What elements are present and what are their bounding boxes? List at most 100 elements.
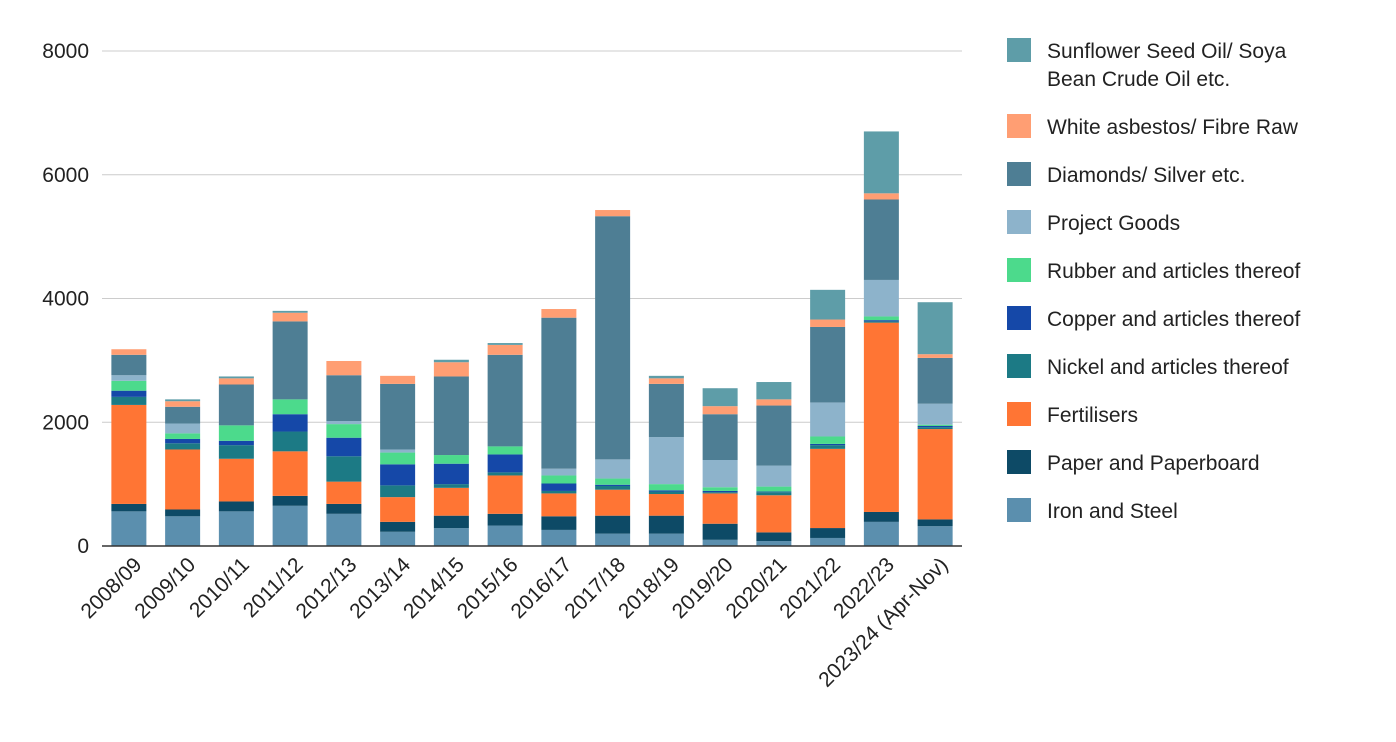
bar-segment: [380, 531, 416, 546]
legend-swatch: [1007, 162, 1031, 186]
bar-segment: [165, 449, 201, 510]
bar-segment: [756, 532, 792, 542]
bar-segment: [810, 443, 846, 446]
bar-segment: [326, 421, 362, 425]
bar-segment: [326, 513, 362, 546]
bar-segment: [218, 511, 254, 546]
bar-segment: [326, 424, 362, 438]
bar-segment: [272, 451, 308, 496]
bar-segment: [272, 399, 308, 415]
legend-swatch: [1007, 306, 1031, 330]
bar-segment: [326, 437, 362, 457]
bar-segment: [595, 515, 631, 534]
bar-segment: [487, 354, 523, 447]
bar-stack: [648, 375, 684, 546]
bar-segment: [165, 401, 201, 407]
bar-segment: [863, 321, 899, 323]
bar-segment: [702, 493, 738, 524]
y-tick-label: 4000: [42, 288, 89, 311]
bar-segment: [218, 425, 254, 441]
bar-segment: [541, 529, 577, 546]
legend-item: Paper and Paperboard: [1007, 450, 1260, 475]
bar-segment: [433, 484, 469, 488]
bar-segment: [433, 359, 469, 363]
bar-segment: [218, 458, 254, 502]
bar-segment: [433, 376, 469, 456]
bar-segment: [218, 501, 254, 512]
bar-segment: [326, 360, 362, 376]
bar-segment: [165, 433, 201, 439]
y-tick-label: 6000: [42, 164, 89, 187]
bar-segment: [541, 493, 577, 517]
legend-item: Iron and Steel: [1007, 498, 1178, 523]
bar-segment: [810, 448, 846, 529]
bar-stack: [165, 399, 201, 546]
x-axis-tick-labels: 2008/092009/102010/112011/122012/132013/…: [76, 553, 952, 692]
bar-segment: [272, 310, 308, 313]
bar-segment: [433, 515, 469, 529]
bar-segment: [863, 279, 899, 317]
bar-segment: [165, 438, 201, 444]
bar-segment: [810, 402, 846, 437]
bar-segment: [380, 452, 416, 465]
legend-label: Nickel and articles thereof: [1047, 356, 1289, 379]
bar-segment: [756, 492, 792, 496]
bar-segment: [756, 399, 792, 406]
bar-segment: [702, 388, 738, 407]
bar-segment: [433, 463, 469, 485]
legend-item: Fertilisers: [1007, 402, 1138, 427]
y-tick-label: 2000: [42, 411, 89, 434]
bar-stack: [111, 349, 147, 546]
bar-segment: [111, 390, 147, 397]
legend-label: Paper and Paperboard: [1047, 452, 1260, 475]
bar-segment: [863, 521, 899, 546]
bar-segment: [756, 486, 792, 492]
bar-segment: [218, 440, 254, 446]
bar-segment: [487, 454, 523, 473]
bar-segment: [165, 399, 201, 402]
bar-segment: [917, 357, 953, 404]
bar-segment: [863, 131, 899, 194]
bar-stack: [702, 388, 738, 546]
bar-segment: [433, 487, 469, 516]
bar-stack: [272, 310, 308, 546]
bar-segment: [111, 380, 147, 391]
legend-swatch: [1007, 498, 1031, 522]
bar-segment: [541, 490, 577, 494]
bar-segment: [165, 516, 201, 546]
bar-segment: [917, 424, 953, 426]
bar-segment: [111, 396, 147, 405]
bar-segment: [917, 403, 953, 425]
bar-segment: [702, 459, 738, 488]
legend-swatch: [1007, 450, 1031, 474]
bar-segment: [863, 320, 899, 322]
bar-segment: [648, 484, 684, 491]
bar-segment: [487, 513, 523, 526]
legend-label: Fertilisers: [1047, 404, 1138, 427]
bar-stack: [541, 309, 577, 546]
bar-segment: [595, 478, 631, 485]
bar-segment: [810, 436, 846, 444]
bar-segment: [756, 541, 792, 546]
bar-segment: [810, 319, 846, 327]
bar-segment: [111, 349, 147, 355]
bar-segment: [111, 511, 147, 546]
bar-segment: [863, 322, 899, 512]
legend-swatch: [1007, 354, 1031, 378]
bar-segment: [111, 503, 147, 512]
bar-segment: [756, 382, 792, 400]
bar-segment: [326, 503, 362, 514]
bar-segment: [326, 375, 362, 422]
bar-segment: [272, 321, 308, 400]
bar-segment: [810, 289, 846, 320]
legend-swatch: [1007, 402, 1031, 426]
bar-segment: [541, 516, 577, 530]
bar-segment: [380, 497, 416, 522]
bar-segment: [648, 533, 684, 546]
legend-label: Rubber and articles thereof: [1047, 260, 1300, 283]
bar-segment: [863, 511, 899, 522]
bar-segment: [595, 489, 631, 516]
legend-swatch: [1007, 258, 1031, 282]
bar-segment: [595, 210, 631, 217]
y-tick-label: 8000: [42, 40, 89, 63]
